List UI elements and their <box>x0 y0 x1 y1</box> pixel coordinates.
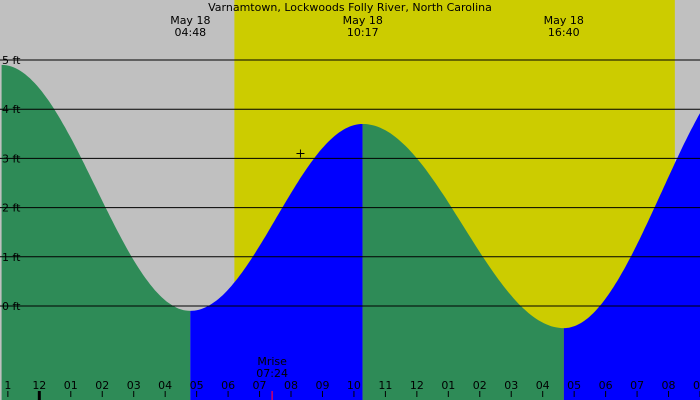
hour-tick-label: 11 <box>378 379 392 392</box>
rising-tide-area <box>190 124 363 400</box>
hour-tick-label: 06 <box>599 379 613 392</box>
y-tick-label: 4 ft <box>2 103 21 116</box>
hour-tick-label: 06 <box>221 379 235 392</box>
hour-tick-label: 02 <box>95 379 109 392</box>
hour-tick-label: 03 <box>504 379 518 392</box>
y-tick-label: 1 ft <box>2 251 21 264</box>
falling-tide-area <box>1 64 191 400</box>
hour-tick-label: 05 <box>190 379 204 392</box>
y-tick-label: 0 ft <box>2 300 21 313</box>
hour-tick-label: 07 <box>253 379 267 392</box>
hour-tick-label: 01 <box>441 379 455 392</box>
y-tick-label: 3 ft <box>2 152 21 165</box>
tide-time-label: 04:48 <box>174 26 206 39</box>
hour-tick-label: 01 <box>64 379 78 392</box>
hour-tick-label: 03 <box>127 379 141 392</box>
moonrise-time-label: 07:24 <box>256 367 288 380</box>
midnight-tick-mark <box>37 391 41 400</box>
tide-date-label: May 18 <box>170 14 210 27</box>
hour-tick-label: 07 <box>630 379 644 392</box>
y-tick-label: 5 ft <box>2 54 21 67</box>
hour-tick-label: 05 <box>567 379 581 392</box>
gridline-layer <box>0 59 700 400</box>
tide-time-label: 10:17 <box>347 26 379 39</box>
hour-tick-label: 02 <box>473 379 487 392</box>
hour-tick-label: 04 <box>536 379 550 392</box>
falling-tide-area <box>362 124 564 400</box>
tide-date-label: May 18 <box>544 14 584 27</box>
hour-tick-label: 10 <box>347 379 361 392</box>
hour-tick-label: 09 <box>693 379 700 392</box>
moonrise-label: Mrise <box>257 355 287 368</box>
hour-tick-label: 12 <box>410 379 424 392</box>
hour-tick-label: 1 <box>4 379 11 392</box>
hour-tick-label: 08 <box>662 379 676 392</box>
hour-tick-label: 12 <box>32 379 46 392</box>
hour-tick-label: 09 <box>315 379 329 392</box>
tide-time-label: 16:40 <box>548 26 580 39</box>
label-layer: Varnamtown, Lockwoods Folly River, North… <box>2 1 700 392</box>
tide-date-label: May 18 <box>343 14 383 27</box>
hour-tick-label: 04 <box>158 379 172 392</box>
hour-tick-label: 08 <box>284 379 298 392</box>
plus-marker <box>296 149 305 158</box>
y-tick-label: 2 ft <box>2 202 21 215</box>
chart-title: Varnamtown, Lockwoods Folly River, North… <box>208 1 492 14</box>
